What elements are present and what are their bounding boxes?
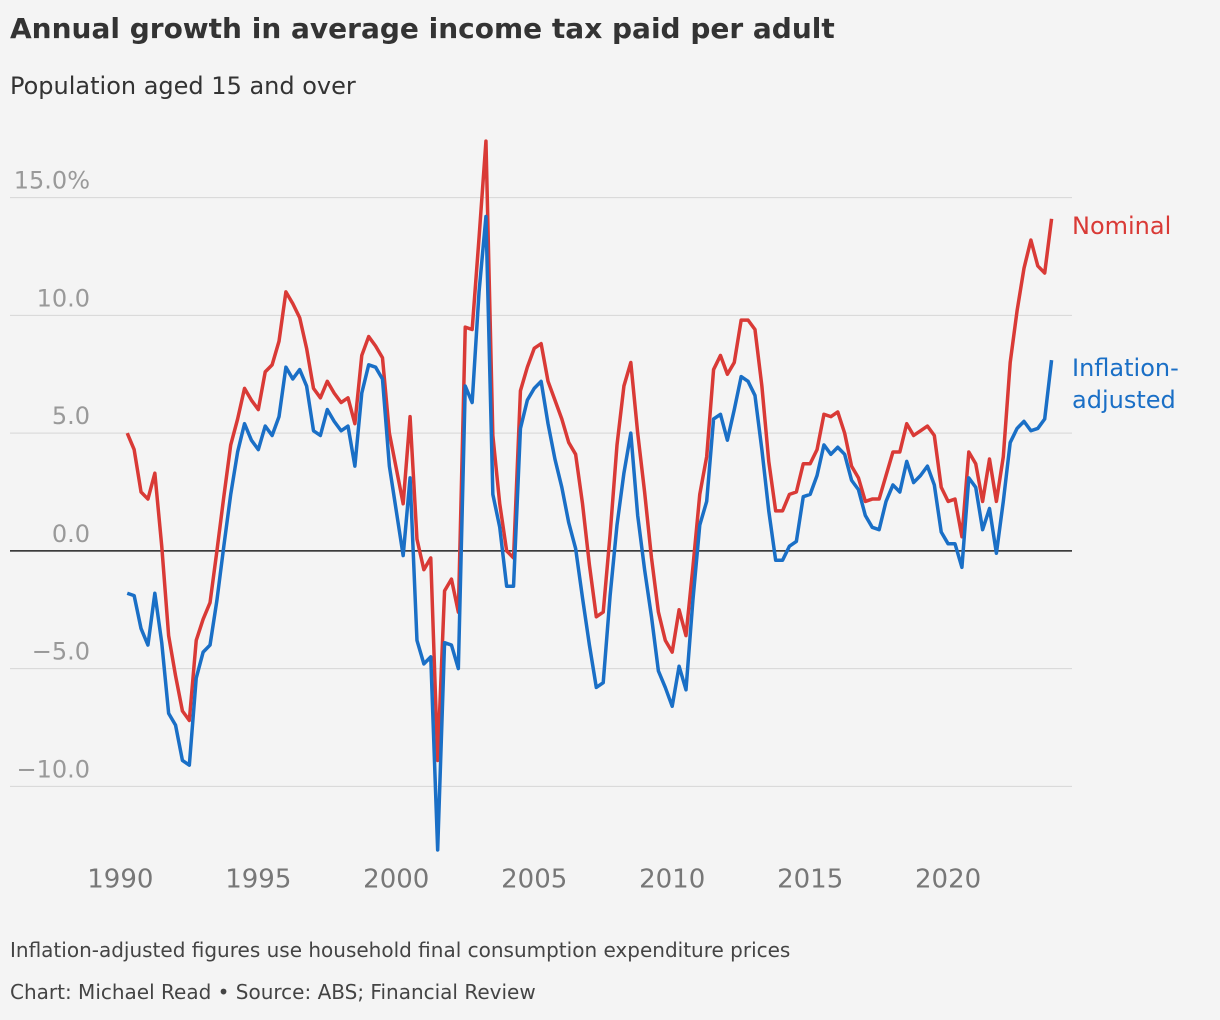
y-tick-label: 5.0 xyxy=(52,402,90,430)
footnote: Inflation-adjusted figures use household… xyxy=(10,938,791,962)
series-label: Inflation-adjusted xyxy=(1072,354,1179,414)
y-tick-label: −10.0 xyxy=(16,755,90,783)
y-tick-label: 10.0 xyxy=(37,284,90,312)
series-line xyxy=(125,139,1054,763)
series-label: Nominal xyxy=(1072,212,1172,240)
x-tick-label: 2005 xyxy=(501,865,567,895)
x-tick-label: 2015 xyxy=(777,865,843,895)
y-tick-label: 0.0 xyxy=(52,520,90,548)
x-tick-label: 2000 xyxy=(363,865,429,895)
source: Chart: Michael Read • Source: ABS; Finan… xyxy=(10,980,536,1004)
x-tick-label: 1990 xyxy=(87,865,153,895)
series-line xyxy=(126,214,1054,852)
chart-subtitle: Population aged 15 and over xyxy=(10,72,356,100)
x-tick-label: 2010 xyxy=(639,865,705,895)
y-tick-label: 15.0% xyxy=(14,167,90,195)
y-tick-label: −5.0 xyxy=(32,638,90,666)
x-tick-label: 2020 xyxy=(915,865,981,895)
chart-title: Annual growth in average income tax paid… xyxy=(10,12,835,45)
x-tick-label: 1995 xyxy=(225,865,291,895)
